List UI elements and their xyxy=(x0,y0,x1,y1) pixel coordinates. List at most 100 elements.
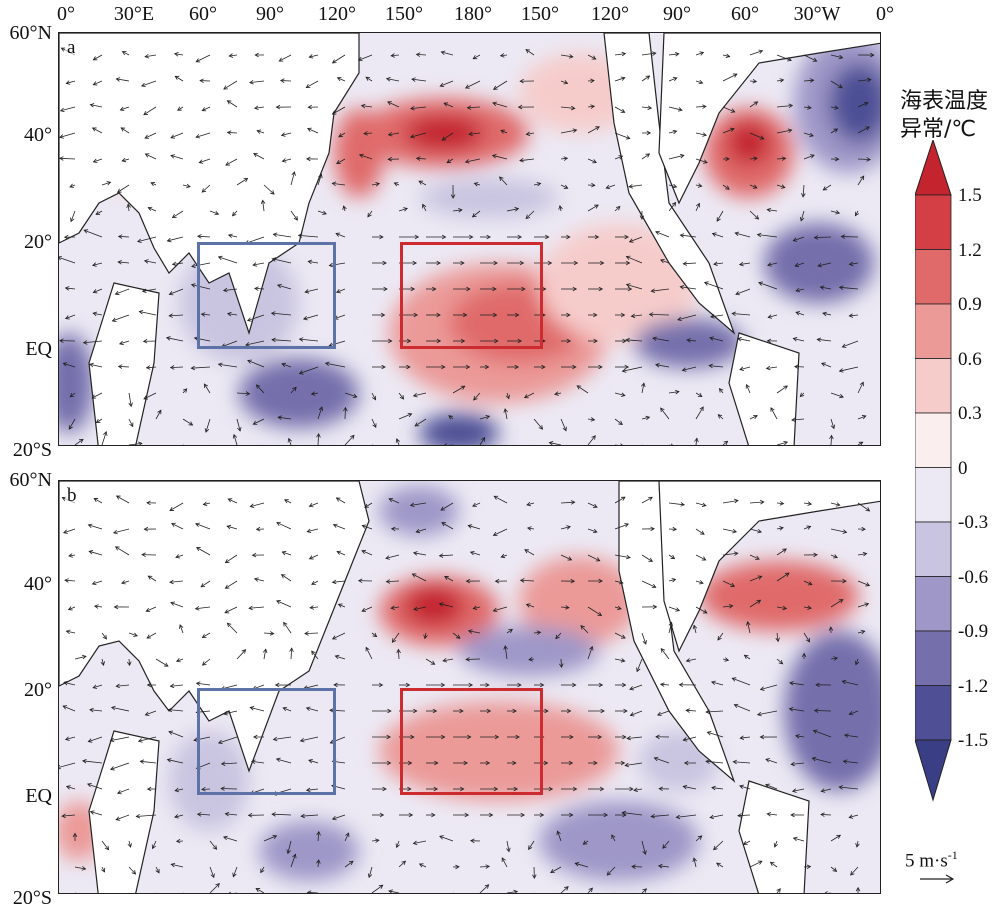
wind-arrow xyxy=(298,234,319,238)
wind-arrow-head xyxy=(114,290,120,296)
wind-arrow-head xyxy=(67,606,73,611)
wind-arrow-head xyxy=(352,393,358,399)
wind-arrow-head xyxy=(493,495,499,500)
wind-arrow xyxy=(301,814,319,817)
wind-arrow xyxy=(856,840,859,847)
wind-arrow-head xyxy=(412,260,418,266)
wind-arrow-head xyxy=(624,762,630,768)
wind-arrow xyxy=(636,658,643,672)
wind-arrow-head xyxy=(792,237,798,242)
wind-arrow-head xyxy=(110,705,116,711)
wind-arrow-head xyxy=(505,394,510,400)
wind-arrow-head xyxy=(438,602,444,607)
wind-arrow-head xyxy=(513,786,519,792)
wind-arrow xyxy=(528,658,535,661)
wind-arrow-head xyxy=(651,51,657,56)
wind-arrow xyxy=(803,154,815,160)
wind-arrow-head xyxy=(227,498,233,503)
wind-arrow-head xyxy=(838,285,844,290)
wind-arrow xyxy=(622,366,643,372)
wind-arrow xyxy=(365,76,373,82)
lat-label: 60°N xyxy=(9,22,52,44)
wind-arrow-head xyxy=(709,336,714,341)
wind-arrow-head xyxy=(92,289,98,294)
wind-arrow xyxy=(96,418,103,423)
wind-arrow-head xyxy=(91,262,97,267)
wind-arrow xyxy=(802,184,805,197)
wind-arrow-head xyxy=(298,370,304,375)
wind-arrow xyxy=(587,502,598,508)
wind-arrow-head xyxy=(245,391,251,396)
wind-arrow-head xyxy=(675,389,680,395)
wind-arrow xyxy=(749,50,763,56)
wind-arrow-head xyxy=(519,158,524,163)
wind-arrow-head xyxy=(89,707,94,713)
wind-arrow xyxy=(128,632,138,637)
wind-arrow-head xyxy=(629,686,634,691)
wind-arrow xyxy=(706,760,724,764)
wind-arrow xyxy=(260,866,265,873)
wind-arrow xyxy=(64,579,76,582)
wind-arrow xyxy=(332,580,346,583)
wind-arrow-head xyxy=(492,531,498,537)
wind-arrow-head xyxy=(468,682,474,688)
wind-arrow xyxy=(550,866,562,873)
wind-arrow-head xyxy=(440,50,446,56)
wind-arrow xyxy=(465,80,481,89)
wind-arrow xyxy=(332,814,346,820)
wind-arrow xyxy=(520,579,535,582)
wind-arrow-head xyxy=(253,105,259,111)
wind-arrow-head xyxy=(668,621,673,627)
wind-arrow-head xyxy=(337,603,343,608)
wind-arrow-head xyxy=(335,497,341,502)
wind-arrow xyxy=(167,759,184,764)
wind-arrow-head xyxy=(336,159,341,165)
wind-arrow-head xyxy=(412,840,418,846)
wind-arrow-head xyxy=(626,735,631,741)
wind-arrow-head xyxy=(119,106,125,112)
wind-arrow xyxy=(468,525,481,530)
wind-arrow-head xyxy=(766,811,772,817)
wind-arrow xyxy=(696,892,697,893)
wind-arrow-head xyxy=(642,888,648,893)
wind-arrow xyxy=(89,550,103,556)
wind-arrow-head xyxy=(332,523,338,528)
wind-arrow xyxy=(290,386,297,394)
wind-arrow-head xyxy=(790,761,796,767)
wind-arrow-head xyxy=(697,392,703,398)
wind-arrow-head xyxy=(756,711,762,717)
wind-arrow-head xyxy=(692,624,698,630)
wind-arrow-head xyxy=(626,554,631,560)
wind-arrow xyxy=(713,262,724,265)
wind-arrow xyxy=(263,835,277,842)
wind-arrow-head xyxy=(569,734,574,740)
wind-arrow xyxy=(305,288,319,293)
wind-arrow-head xyxy=(201,107,207,112)
wind-arrow xyxy=(814,236,832,238)
wind-arrow xyxy=(336,497,346,504)
wind-arrow xyxy=(662,840,670,849)
wind-arrow-head xyxy=(89,362,94,368)
wind-arrow-head xyxy=(838,84,843,89)
wind-arrow-head xyxy=(121,580,126,585)
wind-arrow xyxy=(156,892,157,893)
wind-arrow-head xyxy=(385,555,390,560)
wind-arrow xyxy=(119,340,130,345)
wind-arrow-head xyxy=(280,574,286,579)
wind-arrow-head xyxy=(702,132,707,137)
wind-arrow xyxy=(641,416,650,420)
wind-arrow xyxy=(668,130,677,134)
wind-arrow xyxy=(744,654,751,660)
wind-arrow-head xyxy=(760,499,765,505)
wind-arrow xyxy=(364,502,373,508)
wind-arrow-head xyxy=(459,708,464,714)
wind-arrow xyxy=(144,132,157,139)
wind-arrow-head xyxy=(275,104,281,110)
wind-arrow xyxy=(695,184,702,187)
wind-arrow-head xyxy=(109,766,115,771)
wind-arrow-head xyxy=(289,647,294,652)
wind-arrow-head xyxy=(256,129,262,134)
wind-arrow-head xyxy=(200,312,206,317)
wind-arrow-head xyxy=(166,758,172,763)
wind-arrow xyxy=(425,658,435,665)
